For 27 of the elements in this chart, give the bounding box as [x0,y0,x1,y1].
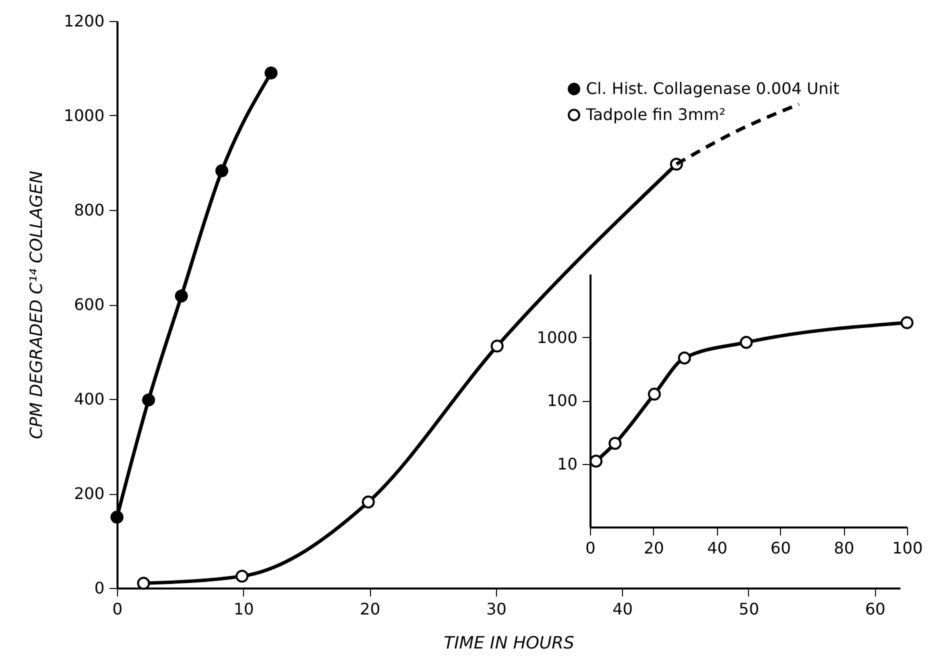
x-tick-label: 40 [612,600,633,618]
y-tick-label: 200 [74,484,104,503]
x-tick-label: 60 [770,538,791,558]
y-tick-label: 600 [74,295,104,314]
y-tick-label: 400 [74,390,104,408]
x-tick-label: 0 [112,600,123,618]
y-tick-label: 1000 [64,106,104,125]
y-axis-title: CPM DEGRADED C¹⁴ COLLAGEN [26,170,47,440]
x-tick-label: 10 [234,600,254,618]
x-tick-label: 0 [585,538,596,558]
y-tick-label: 800 [74,200,104,220]
x-tick-label: 20 [644,538,664,558]
y-tick-label: 1200 [64,12,104,30]
x-tick-label: 50 [738,600,760,618]
legend-label: Cl. Hist. Collagenase 0.004 Unit [586,79,840,98]
legend-label: Tadpole fin 3mm² [585,105,726,124]
x-tick-label: 20 [360,600,380,618]
x-tick-label: 80 [834,538,854,558]
y-tick-label: 10 [557,454,578,474]
y-tick-label: 100 [546,391,578,410]
x-axis-title: TIME IN HOURS [444,634,574,654]
x-tick-label: 100 [892,538,923,558]
x-tick-label: 40 [707,538,728,558]
x-tick-label: 30 [486,600,507,618]
x-tick-label: 60 [865,600,886,618]
y-tick-label: 0 [94,578,104,598]
y-tick-label: 1000 [536,328,578,347]
